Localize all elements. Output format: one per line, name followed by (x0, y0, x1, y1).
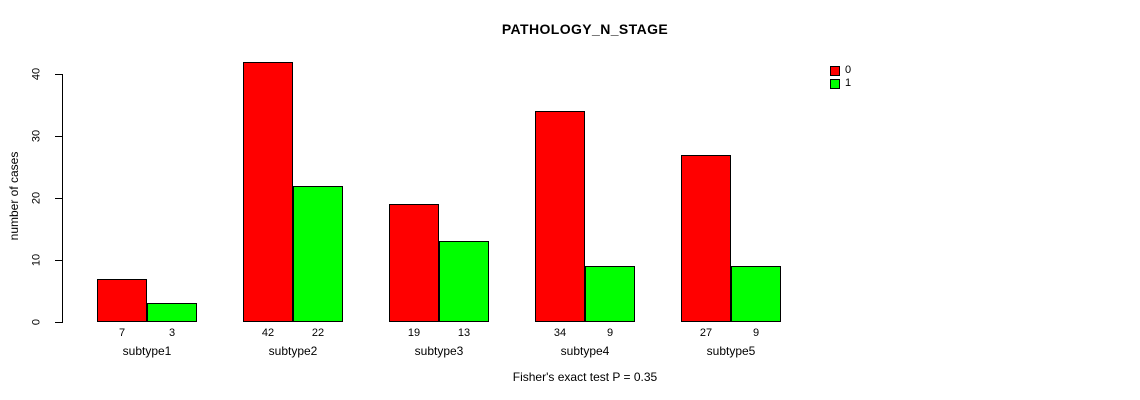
bar-subtype5-series-0 (681, 155, 731, 322)
bar-subtype2-series-0 (243, 62, 293, 322)
bar-value-label: 13 (457, 327, 471, 339)
bar-value-label: 34 (553, 327, 567, 339)
bar-subtype2-series-1 (293, 186, 343, 322)
bar-subtype1-series-1 (147, 303, 197, 322)
bar-value-label: 42 (261, 327, 275, 339)
category-label-subtype5: subtype5 (706, 344, 756, 358)
chart-title: PATHOLOGY_N_STAGE (501, 21, 669, 37)
bar-value-label: 9 (606, 327, 614, 339)
category-label-subtype4: subtype4 (560, 344, 610, 358)
bar-subtype3-series-0 (389, 204, 439, 322)
y-tick-mark (55, 197, 62, 199)
y-tick-mark (55, 259, 62, 261)
caption-fishers-test: Fisher's exact test P = 0.35 (512, 370, 658, 384)
y-tick-mark (55, 135, 62, 137)
legend-item-1: 1 (830, 78, 851, 89)
bar-subtype1-series-0 (97, 279, 147, 322)
legend-label: 0 (845, 64, 852, 76)
legend-swatch-icon (830, 78, 840, 89)
category-label-subtype1: subtype1 (122, 344, 172, 358)
y-tick-label: 40 (30, 67, 43, 81)
y-axis-label: number of cases (7, 151, 21, 241)
bar-value-label: 7 (118, 327, 126, 339)
bar-value-label: 19 (407, 327, 421, 339)
bar-value-label: 9 (752, 327, 760, 339)
legend-item-0: 0 (830, 65, 851, 76)
bar-value-label: 3 (168, 327, 176, 339)
bar-subtype4-series-1 (585, 266, 635, 322)
category-label-subtype2: subtype2 (268, 344, 318, 358)
y-tick-label: 10 (30, 253, 43, 267)
bar-subtype3-series-1 (439, 241, 489, 322)
y-tick-label: 30 (30, 129, 43, 143)
y-tick-mark (55, 73, 62, 75)
bar-value-label: 22 (311, 327, 325, 339)
y-tick-mark (55, 321, 62, 323)
bar-subtype4-series-0 (535, 111, 585, 322)
category-label-subtype3: subtype3 (414, 344, 464, 358)
bar-value-label: 27 (699, 327, 713, 339)
bar-subtype5-series-1 (731, 266, 781, 322)
y-tick-label: 0 (30, 318, 43, 326)
legend-swatch-icon (830, 65, 840, 76)
y-axis-line (62, 74, 63, 323)
legend-label: 1 (845, 77, 852, 89)
y-tick-label: 20 (30, 191, 43, 205)
